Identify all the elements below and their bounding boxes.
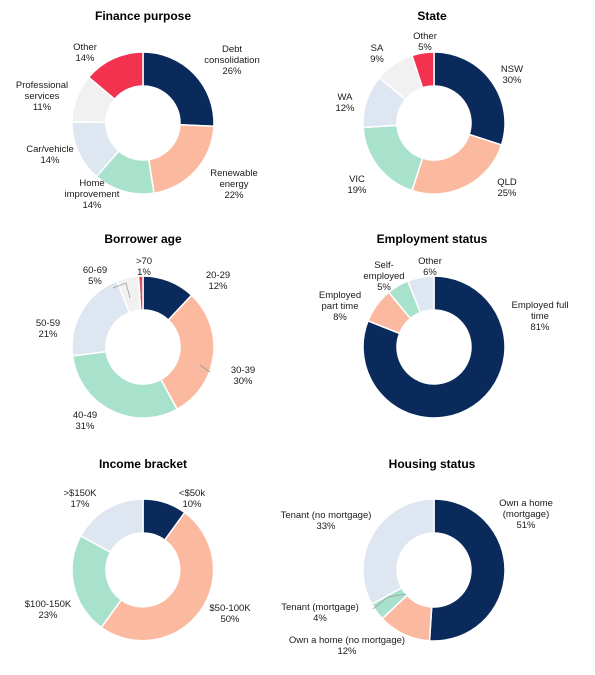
finance-purpose-label-home: Home improvement 14% (65, 178, 120, 211)
finance-purpose-slice-debt (142, 51, 215, 128)
borrower-age-label-70: >70 1% (136, 256, 152, 278)
finance-purpose-label-debt: Debt consolidation 26% (204, 44, 259, 77)
housing-status-label-tenant-mortgage: Tenant (mortgage) 4% (281, 602, 359, 624)
borrower-age-label-20-29: 20-29 12% (206, 270, 230, 292)
finance-purpose-slice-renewable (147, 123, 215, 194)
employment-status-slice-other (406, 275, 435, 314)
finance-purpose-label-professional: Professional services 11% (16, 80, 68, 113)
housing-status-leader-tenant-mortgage (372, 593, 407, 610)
income-bracket-label-50-100k: $50-100K 50% (209, 603, 251, 625)
borrower-age-label-60-69: 60-69 5% (83, 265, 107, 287)
state-label-other: Other 5% (413, 31, 437, 53)
borrower-age-leader-60-69 (112, 282, 131, 299)
income-bracket-label-100-150k: $100-150K 23% (25, 599, 72, 621)
state-slice-other (411, 51, 435, 89)
state-slice-nsw (433, 51, 506, 146)
income-bracket-label-150k: >$150K 17% (63, 488, 97, 510)
housing-status-label-tenant-no-mortgage: Tenant (no mortgage) 33% (281, 510, 372, 532)
finance-purpose-label-car-vehicle: Car/vehicle 14% (26, 144, 74, 166)
employment-status-label-self: Self-employed 5% (363, 260, 404, 293)
housing-status-slice-own-a-home (428, 498, 506, 642)
finance-purpose-label-renewable: Renewable energy 22% (210, 168, 258, 201)
employment-status-label-other: Other 6% (418, 256, 442, 278)
state-label-qld: QLD 25% (497, 177, 517, 199)
income-bracket-label-50k: <$50k 10% (179, 488, 205, 510)
housing-status-title: Housing status (389, 457, 476, 471)
state-title: State (417, 9, 447, 23)
employment-status-title: Employment status (377, 232, 488, 246)
borrower-age-slice-30-39 (159, 294, 215, 411)
income-bracket-slice-50-100k (100, 511, 215, 642)
borrower-age-title: Borrower age (104, 232, 182, 246)
state-label-vic: VIC 19% (347, 174, 367, 196)
income-bracket-title: Income bracket (99, 457, 187, 471)
borrower-age-label-50-59: 50-59 21% (36, 318, 60, 340)
state-label-nsw: NSW 30% (501, 64, 523, 86)
housing-status-label-own-a-home: Own a home (mortgage) 51% (499, 498, 553, 531)
employment-status-label-employed-full: Employed full time 81% (511, 300, 568, 333)
borrower-age-leader-30-39 (199, 364, 211, 373)
housing-status-chart: Housing status Own a home (mortgage) 51% Own… (281, 457, 553, 657)
state-label-sa: SA 9% (370, 43, 384, 65)
employment-status-chart: Employment status Employed full time 81% Emp… (319, 232, 569, 419)
housing-status-slice-tenant-no-mortgage (362, 498, 435, 606)
finance-purpose-label-other: Other 14% (73, 42, 97, 64)
housing-status-label-own-a-home-no-mortgage: Own a home (no mortgage) 12% (289, 635, 405, 657)
finance-purpose-slice-other (87, 51, 144, 101)
income-bracket-slice-150k (79, 498, 144, 554)
borrower-age-label-40-49: 40-49 31% (73, 410, 97, 432)
employment-status-label-employed: Employed part time 8% (319, 290, 361, 323)
finance-purpose-chart: Finance purpose Debt consolidation 26% Renew… (16, 9, 260, 211)
state-chart: State NSW 30% QLD 25% VIC 19% WA 12% SA 9% Other 5% (335, 9, 523, 199)
borrower-age-chart: Borrower age 20-29 12% 30-39 30% 40-49 31% 50-5… (36, 232, 255, 432)
state-slice-vic (362, 124, 424, 192)
borrower-age-label-30-39: 30-39 30% (231, 365, 255, 387)
state-slice-qld (411, 133, 503, 195)
state-label-wa: WA 12% (335, 92, 355, 114)
employment-status-slice-employed-full (362, 275, 506, 419)
finance-purpose-title: Finance purpose (95, 9, 191, 23)
income-bracket-chart: Income bracket <$50k 10% $50-100K 50% $100-15… (25, 457, 251, 642)
borrower-age-slice-40-49 (71, 350, 179, 419)
